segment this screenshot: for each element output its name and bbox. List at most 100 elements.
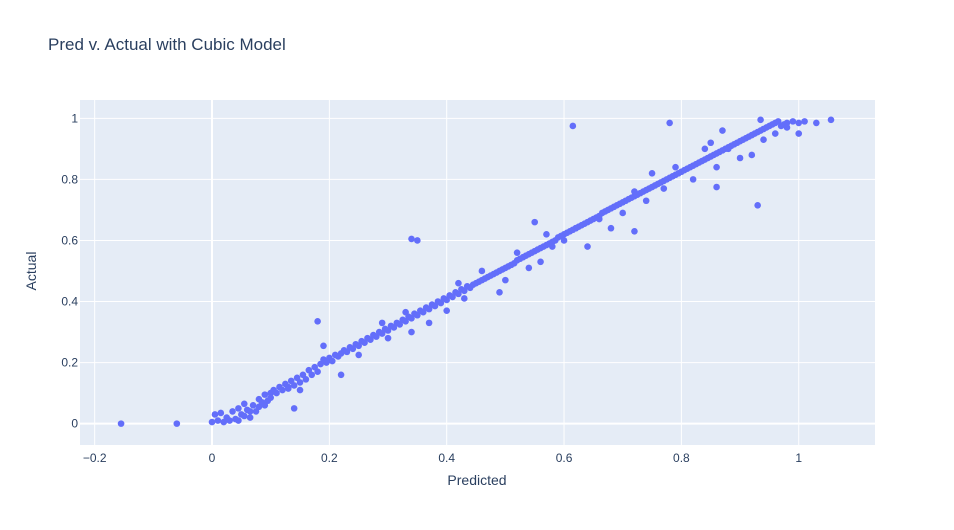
data-point (384, 334, 392, 342)
data-point (284, 383, 292, 391)
y-axis-title: Actual (23, 252, 39, 291)
data-point (402, 308, 409, 316)
data-point (314, 368, 321, 376)
x-tick-label: 0.6 (556, 451, 573, 465)
data-point (648, 169, 656, 177)
data-point (261, 391, 269, 398)
data-point (789, 118, 797, 125)
data-point (771, 130, 779, 137)
data-point (584, 243, 591, 250)
x-tick-label: 0.8 (673, 451, 690, 465)
data-point (355, 351, 362, 359)
data-point (607, 224, 615, 232)
data-point (211, 411, 219, 418)
data-point (531, 218, 539, 226)
data-points (117, 116, 835, 427)
data-point (719, 127, 726, 134)
data-point (229, 408, 236, 415)
data-point (235, 405, 242, 412)
data-point (631, 188, 638, 195)
data-point (813, 119, 820, 127)
data-point (320, 342, 327, 350)
x-tick-label: −0.2 (83, 451, 107, 465)
data-point (337, 371, 345, 379)
data-point (660, 185, 668, 192)
data-point (525, 264, 533, 272)
data-point (760, 136, 767, 143)
data-point (408, 328, 415, 336)
data-point (425, 319, 433, 327)
data-point (666, 119, 673, 127)
data-point (240, 400, 248, 408)
data-point (549, 243, 556, 250)
y-tick-label: 0 (71, 417, 78, 431)
data-point (631, 227, 638, 235)
data-point (443, 307, 450, 314)
data-point (261, 402, 269, 409)
data-point (226, 417, 233, 424)
data-point (328, 357, 336, 365)
data-point (214, 417, 222, 424)
data-point (249, 402, 257, 409)
y-tick-label: 1 (71, 111, 78, 125)
data-point (455, 279, 462, 287)
y-tick-label: 0.8 (61, 172, 78, 186)
data-point (757, 116, 764, 124)
data-point (246, 414, 254, 421)
y-tick-label: 0.4 (61, 295, 78, 309)
data-point (707, 139, 715, 147)
data-point (290, 405, 298, 412)
data-point (273, 389, 280, 397)
data-point (296, 386, 304, 394)
data-point (378, 319, 386, 327)
chart-title: Pred v. Actual with Cubic Model (48, 35, 286, 54)
data-point (642, 197, 650, 205)
data-point (713, 183, 720, 191)
data-point (783, 124, 791, 131)
data-point (783, 119, 791, 127)
data-point (513, 249, 521, 256)
data-point (296, 379, 304, 386)
plot-area (80, 100, 875, 445)
x-tick-label: 0.2 (321, 451, 338, 465)
x-axis-title: Predicted (447, 472, 506, 488)
data-point (560, 237, 568, 244)
data-point (246, 408, 254, 415)
data-point (543, 231, 550, 238)
x-tick-label: 0.4 (438, 451, 455, 465)
data-point (572, 224, 580, 232)
data-point (672, 163, 679, 171)
data-point (701, 145, 709, 153)
data-point (725, 145, 732, 153)
data-point (235, 417, 242, 424)
data-point (308, 371, 316, 379)
data-point (713, 163, 720, 171)
data-point (795, 130, 803, 137)
data-point (290, 382, 298, 389)
data-point (736, 154, 744, 162)
data-point (569, 122, 577, 130)
y-axis-ticks: 0 0.2 0.4 0.6 0.8 1 (61, 111, 78, 430)
data-point (240, 412, 248, 420)
data-point (478, 267, 486, 275)
x-tick-label: 0 (209, 451, 216, 465)
data-point (619, 209, 627, 217)
data-point (279, 386, 286, 394)
data-point (460, 295, 468, 302)
data-point (302, 376, 310, 383)
data-point (314, 318, 321, 325)
data-point (827, 116, 835, 124)
data-point (208, 418, 216, 426)
data-point (217, 409, 225, 417)
data-point (117, 420, 125, 427)
y-tick-label: 0.2 (61, 356, 78, 370)
data-point (689, 176, 697, 183)
data-point (173, 420, 181, 427)
data-point (795, 119, 803, 127)
data-point (595, 215, 603, 223)
data-point (754, 202, 761, 209)
data-point (502, 276, 509, 284)
data-point (414, 237, 421, 244)
